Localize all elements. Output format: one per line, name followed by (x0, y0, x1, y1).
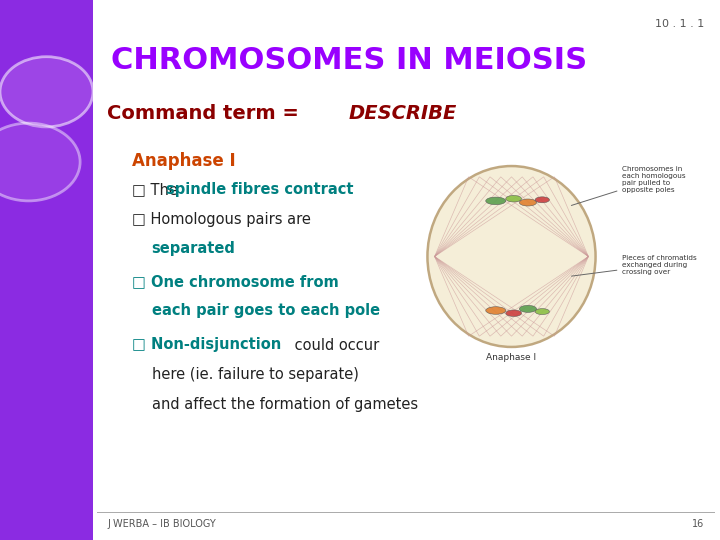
Text: and affect the formation of gametes: and affect the formation of gametes (152, 397, 418, 412)
Text: separated: separated (152, 241, 235, 256)
Text: □ Non-disjunction: □ Non-disjunction (132, 338, 282, 353)
Ellipse shape (535, 309, 549, 314)
Ellipse shape (486, 197, 505, 205)
Ellipse shape (505, 195, 521, 202)
FancyBboxPatch shape (0, 0, 93, 540)
Text: □ One chromosome from: □ One chromosome from (132, 274, 339, 289)
Text: Command term =: Command term = (107, 104, 306, 123)
Circle shape (0, 123, 80, 201)
Text: here (ie. failure to separate): here (ie. failure to separate) (152, 367, 359, 382)
Text: each pair goes to each pole: each pair goes to each pole (152, 303, 379, 319)
Text: Anaphase I: Anaphase I (132, 152, 236, 170)
Text: □ The: □ The (132, 182, 183, 197)
Text: Pieces of chromatids
exchanged during
crossing over: Pieces of chromatids exchanged during cr… (572, 254, 697, 276)
Text: Anaphase I: Anaphase I (487, 353, 536, 362)
Ellipse shape (519, 199, 536, 206)
Text: DESCRIBE: DESCRIBE (348, 104, 456, 123)
Text: 16: 16 (693, 519, 705, 530)
Ellipse shape (505, 310, 521, 316)
Text: spindle fibres contract: spindle fibres contract (166, 182, 354, 197)
Ellipse shape (519, 306, 536, 312)
Text: could occur: could occur (289, 338, 379, 353)
Circle shape (0, 57, 93, 127)
Text: 10 . 1 . 1: 10 . 1 . 1 (655, 19, 705, 29)
Text: CHROMOSOMES IN MEIOSIS: CHROMOSOMES IN MEIOSIS (111, 46, 587, 75)
Ellipse shape (428, 166, 595, 347)
Ellipse shape (535, 197, 549, 203)
Ellipse shape (486, 307, 505, 314)
Text: Chromosomes in
each homologous
pair pulled to
opposite poles: Chromosomes in each homologous pair pull… (572, 166, 686, 205)
Text: J WERBA – IB BIOLOGY: J WERBA – IB BIOLOGY (107, 519, 216, 530)
Text: □ Homologous pairs are: □ Homologous pairs are (132, 212, 311, 227)
